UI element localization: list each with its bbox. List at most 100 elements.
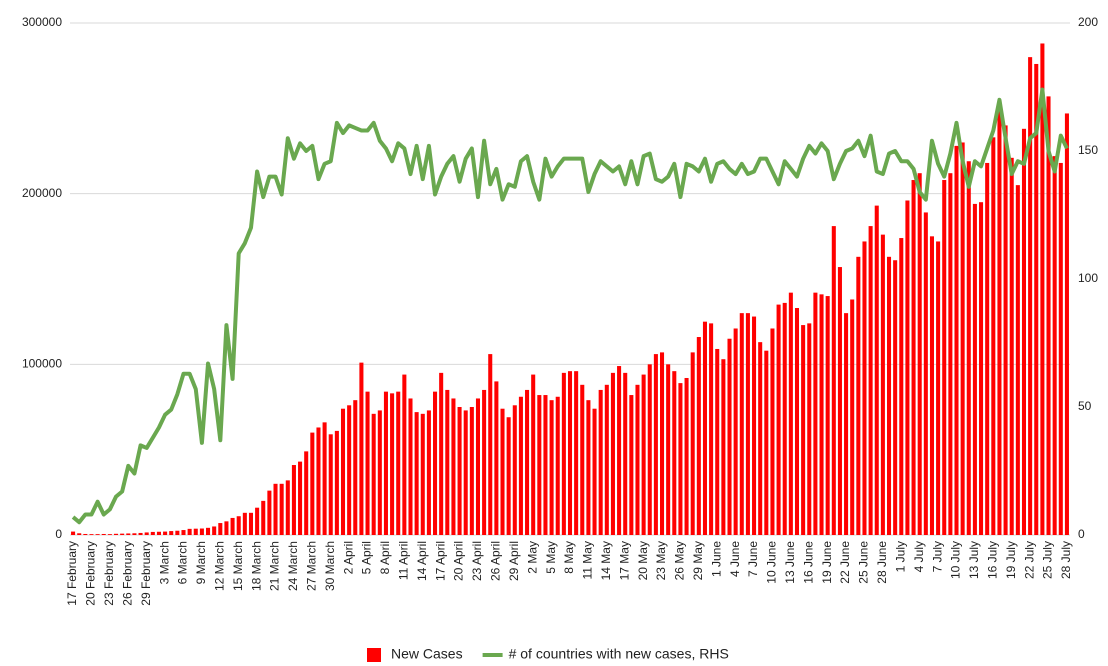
y2-tick-label: 100	[1078, 271, 1098, 285]
x-tick-label: 30 March	[323, 541, 337, 591]
bar	[794, 308, 800, 535]
bar	[936, 241, 941, 535]
bar	[825, 296, 830, 535]
bar	[702, 321, 707, 535]
bar	[1021, 128, 1027, 535]
bar	[874, 205, 879, 535]
bar	[150, 531, 155, 535]
bar	[83, 533, 88, 535]
bar	[1015, 185, 1020, 535]
legend: New Cases # of countries with new cases, …	[367, 646, 729, 662]
x-tick-label: 11 May	[581, 541, 595, 579]
bar	[340, 408, 346, 535]
bar	[334, 430, 339, 535]
bar	[267, 490, 272, 535]
legend-swatch	[367, 648, 381, 662]
x-tick-label: 8 April	[378, 541, 392, 574]
y-tick-label: 300000	[22, 15, 62, 29]
bar	[549, 400, 554, 535]
x-tick-label: 20 February	[84, 541, 98, 606]
bar	[862, 241, 867, 535]
bar	[960, 142, 965, 535]
bar	[623, 372, 628, 535]
bar	[475, 398, 480, 535]
bar	[328, 434, 333, 535]
bar	[420, 413, 425, 535]
x-tick-label: 23 May	[654, 541, 668, 580]
y2-tick-label: 0	[1078, 527, 1085, 541]
bar	[770, 328, 775, 535]
legend-label: New Cases	[391, 646, 463, 662]
bar	[764, 350, 769, 535]
bar	[193, 528, 198, 535]
bar	[255, 507, 260, 535]
bar	[371, 413, 376, 535]
bar	[199, 528, 204, 535]
x-tick-label: 10 June	[765, 541, 779, 584]
bar	[788, 292, 793, 535]
bar	[690, 352, 695, 535]
x-tick-label: 27 March	[305, 541, 319, 591]
x-tick-label: 26 April	[489, 541, 503, 581]
x-tick-label: 7 June	[746, 541, 760, 577]
bar	[1046, 96, 1051, 536]
bar	[1052, 156, 1057, 535]
bar	[365, 391, 370, 535]
x-tick-label: 28 July	[1059, 541, 1073, 579]
bar	[923, 212, 928, 535]
x-tick-label: 1 July	[893, 541, 907, 572]
bar	[678, 383, 683, 535]
bar	[819, 294, 824, 535]
x-tick-label: 19 July	[1004, 541, 1018, 579]
bar	[782, 302, 787, 535]
bar	[1003, 125, 1008, 536]
x-tick-label: 2 April	[341, 541, 355, 574]
bar	[347, 405, 352, 535]
bar	[917, 173, 922, 536]
x-tick-label: 7 July	[930, 541, 944, 572]
bar	[721, 359, 726, 535]
bar	[948, 173, 953, 536]
bar	[758, 342, 763, 535]
bar	[414, 412, 419, 535]
y2-tick-label: 200	[1078, 15, 1098, 29]
bar	[457, 407, 462, 535]
bar	[745, 313, 750, 535]
x-tick-label: 8 May	[562, 541, 576, 574]
bar	[248, 512, 254, 535]
bar	[156, 531, 161, 535]
bar	[850, 299, 855, 535]
x-tick-label: 5 May	[544, 541, 558, 574]
bar	[1028, 57, 1033, 536]
x-tick-label: 13 June	[783, 541, 797, 584]
bar	[353, 400, 358, 535]
x-tick-label: 16 July	[985, 541, 999, 579]
bar	[543, 395, 548, 535]
bar	[89, 534, 94, 535]
bar	[488, 354, 493, 535]
bar	[813, 292, 818, 535]
bar	[886, 256, 892, 535]
bar	[525, 389, 530, 535]
bar	[95, 534, 100, 535]
bar	[807, 323, 812, 535]
bar	[518, 396, 523, 535]
bar	[1040, 43, 1045, 535]
y2-tick-label: 50	[1078, 399, 1092, 413]
bar	[610, 372, 615, 535]
x-tick-label: 24 March	[286, 541, 300, 591]
bar	[512, 405, 517, 535]
bar	[929, 236, 934, 536]
bar	[310, 432, 315, 535]
x-tick-label: 5 April	[360, 541, 374, 574]
bar	[132, 533, 137, 535]
bar	[494, 381, 499, 535]
x-tick-label: 26 February	[120, 541, 134, 606]
bar	[598, 389, 603, 535]
x-tick-label: 29 April	[507, 541, 521, 581]
bar	[230, 517, 235, 535]
bar	[291, 465, 296, 535]
bar	[942, 180, 947, 535]
bar	[647, 364, 652, 535]
x-tick-label: 6 March	[176, 541, 190, 584]
